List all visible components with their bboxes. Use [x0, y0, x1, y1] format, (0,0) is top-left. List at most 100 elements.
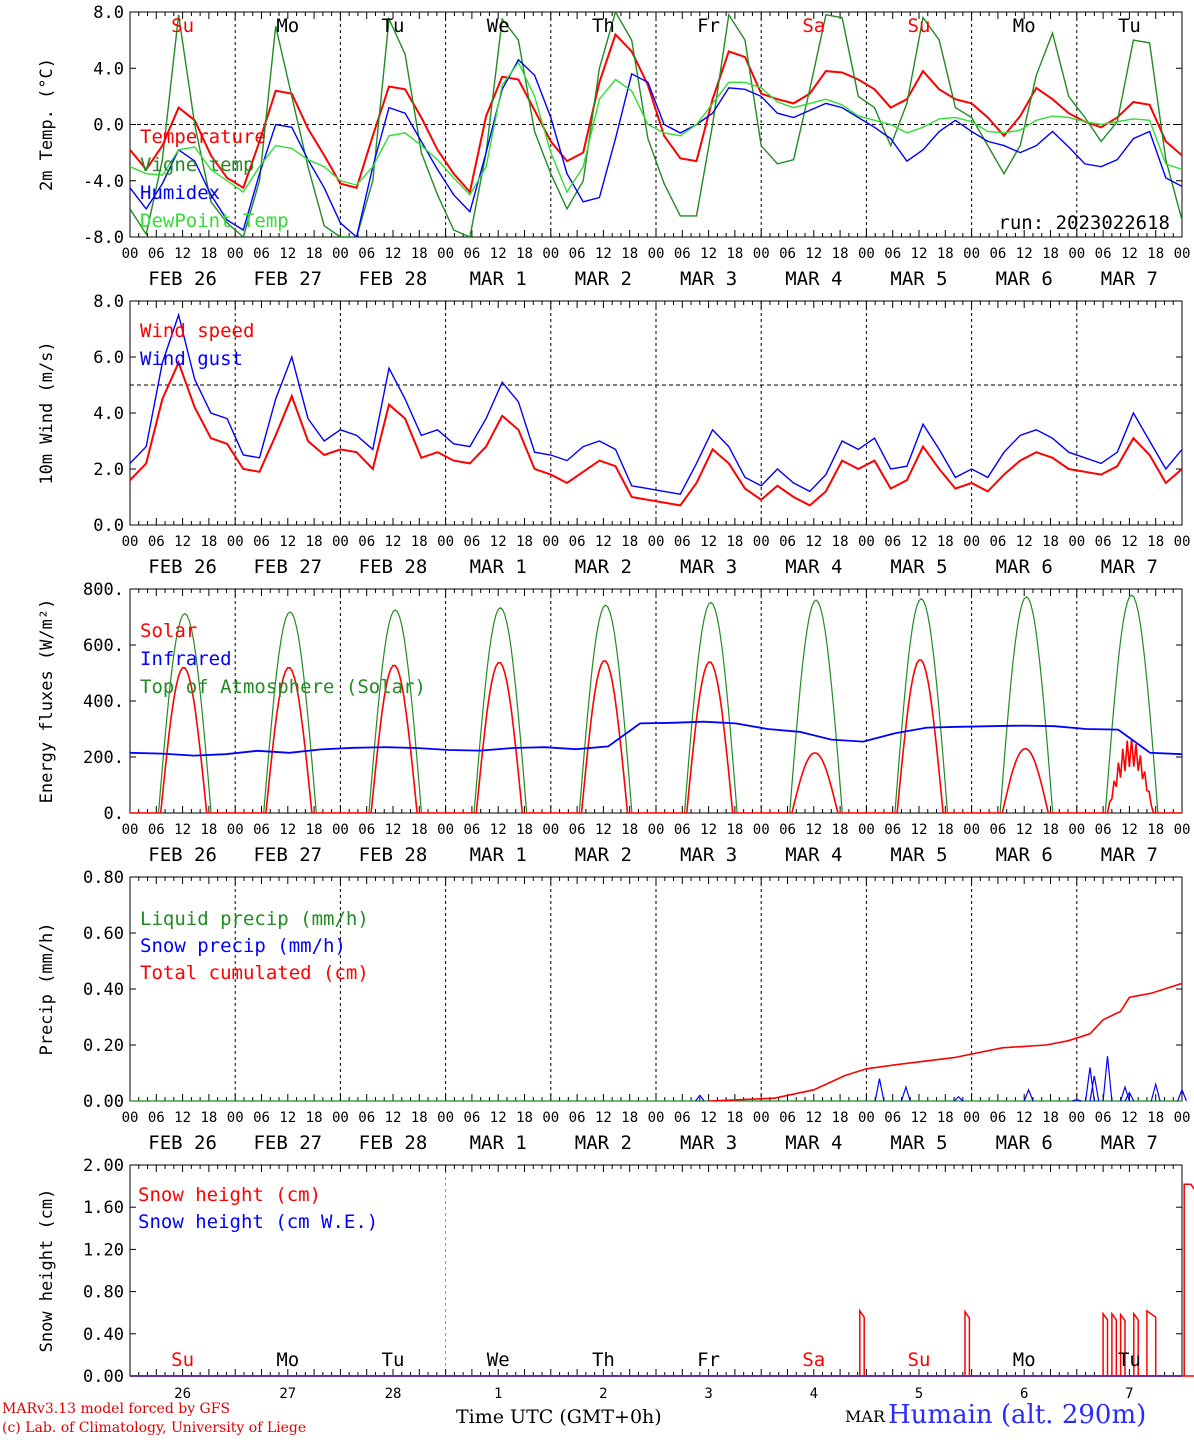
snow-precip-spike	[1023, 1088, 1034, 1102]
hour-tick-label: 18	[1042, 1110, 1059, 1126]
hour-tick-label: 12	[595, 1110, 612, 1126]
hour-tick-label: 18	[200, 246, 217, 262]
date-label: MAR 2	[575, 1132, 632, 1154]
hour-tick-label: 18	[1042, 822, 1059, 838]
hour-tick-label: 06	[989, 534, 1006, 550]
hour-tick-label: 00	[332, 534, 349, 550]
hour-tick-label: 00	[122, 1110, 139, 1126]
y-tick-label: 0.80	[83, 868, 124, 888]
date-label: FEB 27	[253, 556, 322, 578]
weekday-label: Tu	[1118, 1349, 1141, 1371]
y-axis-label: Energy fluxes (W/m²)	[37, 599, 57, 804]
hour-tick-label: 06	[569, 246, 586, 262]
hour-tick-label: 00	[963, 246, 980, 262]
date-label: MAR 1	[470, 1132, 527, 1154]
hour-tick-label: 06	[463, 822, 480, 838]
hour-tick-label: 06	[569, 1110, 586, 1126]
hour-tick-label: 18	[516, 246, 533, 262]
date-label: FEB 26	[148, 1132, 217, 1154]
y-tick-label: 4.0	[93, 59, 124, 79]
hour-tick-label: 12	[1121, 534, 1138, 550]
hour-tick-label: 18	[1147, 246, 1164, 262]
y-tick-label: -8.0	[83, 228, 124, 248]
weekday-label: Tu	[382, 15, 405, 37]
y-tick-label: 0.00	[83, 1092, 124, 1112]
hour-tick-label: 12	[279, 246, 296, 262]
y-axis-label: 10m Wind (m/s)	[37, 341, 57, 484]
series-line-wind-speed	[130, 359, 1182, 507]
hour-tick-label: 12	[805, 246, 822, 262]
snow-precip-spike	[953, 1095, 964, 1102]
date-label: MAR 4	[785, 1132, 842, 1154]
series-line-solar	[130, 659, 1182, 813]
hour-tick-label: 12	[1016, 1110, 1033, 1126]
hour-tick-label: 06	[253, 822, 270, 838]
y-tick-label: 600.	[83, 636, 124, 656]
date-label: MAR 2	[575, 844, 632, 866]
hour-tick-label: 12	[1121, 822, 1138, 838]
hour-tick-label: 06	[463, 1110, 480, 1126]
date-label: MAR 5	[890, 844, 947, 866]
weekday-label: Th	[592, 15, 615, 37]
hour-tick-label: 00	[437, 534, 454, 550]
hour-tick-label: 06	[779, 1110, 796, 1126]
snow-precip-spike	[874, 1078, 885, 1102]
hour-tick-label: 12	[911, 534, 928, 550]
date-label: MAR 4	[785, 844, 842, 866]
date-label: MAR 2	[575, 268, 632, 290]
snow-precip-spike	[1089, 1075, 1100, 1102]
hour-tick-label: 00	[753, 534, 770, 550]
weekday-label: Su	[908, 15, 931, 37]
hour-tick-label: 12	[700, 534, 717, 550]
hour-tick-label: 00	[648, 1110, 665, 1126]
legend-entry: Total cumulated (cm)	[140, 962, 369, 984]
hour-tick-label: 00	[437, 1110, 454, 1126]
date-label: FEB 26	[148, 268, 217, 290]
hour-tick-label: 12	[911, 822, 928, 838]
hour-tick-label: 06	[779, 822, 796, 838]
legend-entry: Infrared	[140, 648, 232, 670]
hour-tick-label: 06	[358, 246, 375, 262]
hour-tick-label: 00	[1174, 534, 1191, 550]
hour-tick-label: 00	[332, 822, 349, 838]
hour-tick-label: 12	[279, 534, 296, 550]
y-tick-label: 400.	[83, 692, 124, 712]
hour-tick-label: 06	[779, 246, 796, 262]
day-number-label: 28	[385, 1386, 402, 1402]
snow-precip-spike	[900, 1084, 911, 1102]
hour-tick-label: 12	[490, 246, 507, 262]
hour-tick-label: 00	[963, 822, 980, 838]
hour-tick-label: 06	[884, 1110, 901, 1126]
hour-tick-label: 06	[358, 534, 375, 550]
hour-tick-label: 18	[306, 534, 323, 550]
weekday-label: We	[487, 15, 510, 37]
weekday-label: Tu	[1118, 15, 1141, 37]
y-tick-label: 0.00	[83, 1367, 124, 1387]
month-label: MAR	[845, 1407, 885, 1426]
snow-precip-spike	[1072, 1098, 1082, 1102]
weekday-label: Fr	[697, 1349, 720, 1371]
date-label: MAR 7	[1101, 556, 1158, 578]
hour-tick-label: 06	[779, 534, 796, 550]
weekday-label: Mo	[276, 15, 299, 37]
hour-tick-label: 18	[937, 822, 954, 838]
date-label: MAR 6	[996, 844, 1053, 866]
date-label: MAR 2	[575, 556, 632, 578]
hour-tick-label: 06	[674, 1110, 691, 1126]
weekday-label: Sa	[802, 1349, 825, 1371]
date-label: FEB 27	[253, 1132, 322, 1154]
date-label: MAR 1	[470, 268, 527, 290]
hour-tick-label: 06	[148, 246, 165, 262]
hour-tick-label: 00	[122, 534, 139, 550]
hour-tick-label: 06	[358, 822, 375, 838]
hour-tick-label: 06	[674, 534, 691, 550]
weekday-label: Sa	[802, 15, 825, 37]
hour-tick-label: 18	[726, 534, 743, 550]
hour-tick-label: 12	[279, 822, 296, 838]
y-axis-label: Snow height (cm)	[37, 1189, 57, 1353]
hour-tick-label: 00	[122, 822, 139, 838]
y-tick-label: 2.0	[93, 460, 124, 480]
hour-tick-label: 12	[1016, 534, 1033, 550]
y-tick-label: 0.	[104, 804, 124, 824]
hour-tick-label: 12	[174, 1110, 191, 1126]
